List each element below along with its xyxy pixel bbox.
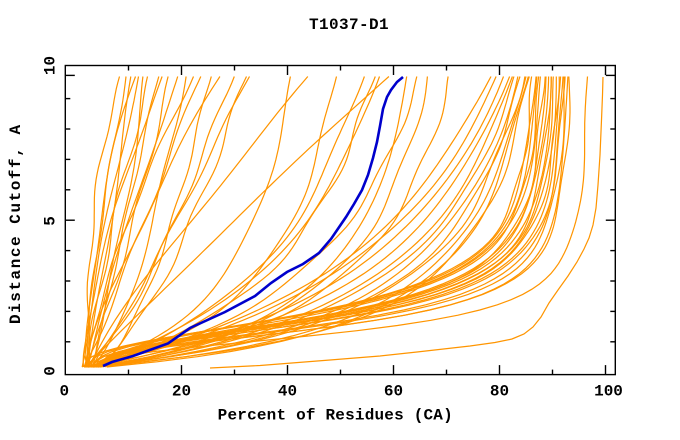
svg-text:100: 100: [594, 383, 623, 401]
svg-text:5: 5: [42, 216, 60, 226]
svg-text:0: 0: [42, 366, 60, 376]
svg-text:60: 60: [384, 383, 403, 401]
svg-text:80: 80: [490, 383, 509, 401]
svg-text:10: 10: [42, 56, 60, 75]
svg-text:T1037-D1: T1037-D1: [309, 16, 389, 34]
svg-text:20: 20: [172, 383, 191, 401]
svg-text:40: 40: [278, 383, 297, 401]
svg-text:0: 0: [59, 383, 69, 401]
svg-text:Distance Cutoff, A: Distance Cutoff, A: [7, 123, 25, 324]
svg-text:Percent of Residues (CA): Percent of Residues (CA): [218, 407, 453, 425]
